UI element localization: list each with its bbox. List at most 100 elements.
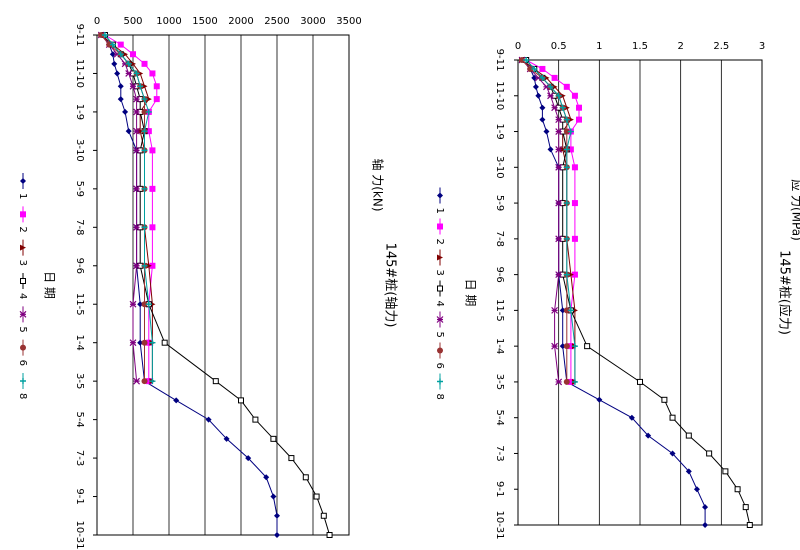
legend-marker: [20, 244, 26, 251]
point: [555, 271, 563, 279]
legend-marker: [20, 178, 26, 184]
point: [133, 146, 141, 154]
legend-label: 8: [434, 394, 445, 400]
x-tick-label: 7-8: [74, 219, 85, 235]
x-axis-title: 日 期: [464, 279, 478, 307]
point: [125, 70, 133, 77]
y-tick-label: 2.5: [713, 41, 729, 52]
point: [571, 271, 578, 278]
point: [274, 512, 280, 519]
point: [149, 378, 156, 385]
x-tick-label: 9-6: [74, 258, 85, 274]
x-tick-label: 1-9: [494, 123, 505, 139]
legend-label: 2: [17, 226, 28, 232]
legend-label: 1: [17, 193, 28, 199]
x-tick-label: 3-5: [494, 374, 505, 390]
legend-label: 6: [434, 363, 445, 369]
legend-label: 3: [17, 260, 28, 266]
legend-marker: [20, 211, 26, 218]
point: [129, 339, 137, 347]
point: [563, 128, 570, 135]
point: [270, 493, 277, 500]
point: [543, 128, 550, 135]
point: [101, 32, 108, 38]
point: [559, 146, 566, 153]
x-axis-title: 日 期: [43, 271, 57, 299]
point: [252, 416, 259, 423]
point: [141, 301, 148, 308]
point: [288, 455, 295, 462]
y-tick-label: 1: [596, 41, 602, 52]
point: [205, 416, 212, 423]
point: [555, 116, 563, 124]
point: [130, 51, 136, 58]
series-line: [103, 34, 278, 535]
point: [661, 396, 668, 403]
y-tick-label: 0: [94, 16, 100, 27]
x-tick-label: 9-1: [494, 481, 505, 497]
point: [141, 128, 148, 135]
point: [141, 378, 148, 385]
point: [125, 128, 132, 135]
point: [702, 504, 709, 511]
point: [563, 200, 570, 207]
legend-label: 5: [17, 326, 28, 332]
x-tick-label: 5-9: [494, 195, 505, 211]
point: [274, 532, 280, 538]
point: [576, 104, 582, 111]
point: [669, 414, 676, 421]
point: [555, 128, 563, 135]
legend-marker: [437, 378, 443, 385]
point: [149, 147, 156, 154]
point: [527, 65, 534, 72]
point: [547, 146, 554, 153]
legend-marker: [437, 254, 443, 261]
y-tick-label: 2500: [264, 16, 289, 27]
x-tick-label: 11-10: [494, 81, 505, 110]
legend-label: 4: [17, 293, 28, 299]
x-tick-label: 5-9: [74, 181, 85, 197]
legend-label: 4: [434, 301, 445, 307]
point: [685, 432, 692, 439]
point: [117, 96, 124, 103]
legend-label: 1: [434, 208, 445, 214]
legend-label: 5: [434, 332, 445, 338]
point: [109, 51, 116, 58]
point: [523, 57, 530, 63]
x-tick-label: 1-4: [494, 338, 505, 354]
y-tick-label: 3500: [336, 16, 361, 27]
point: [563, 378, 570, 385]
x-tick-label: 11-10: [74, 59, 85, 88]
series-line: [104, 34, 153, 382]
point: [238, 397, 244, 404]
point: [576, 116, 582, 123]
plot-frame: [517, 59, 763, 526]
point: [539, 116, 546, 123]
point: [539, 74, 546, 81]
x-tick-label: 9-1: [74, 488, 85, 504]
point: [141, 60, 148, 67]
point: [584, 343, 591, 350]
point: [551, 74, 558, 81]
point: [532, 83, 539, 90]
point: [555, 92, 562, 99]
point: [149, 185, 156, 192]
x-tick-label: 1-4: [74, 335, 85, 351]
point: [535, 92, 542, 99]
point: [742, 504, 749, 511]
series-line: [525, 59, 576, 382]
point: [98, 32, 105, 38]
legend-label: 2: [434, 239, 445, 245]
point: [153, 83, 160, 90]
x-tick-label: 5-4: [494, 410, 505, 426]
point: [722, 468, 729, 475]
point: [531, 65, 538, 72]
point: [117, 83, 124, 90]
legend-marker: [20, 278, 26, 284]
series-line: [104, 34, 158, 382]
chart-title: 145#桩(轴力): [383, 243, 398, 328]
x-tick-label: 11-5: [74, 293, 85, 316]
point: [133, 108, 141, 116]
point: [571, 235, 578, 242]
